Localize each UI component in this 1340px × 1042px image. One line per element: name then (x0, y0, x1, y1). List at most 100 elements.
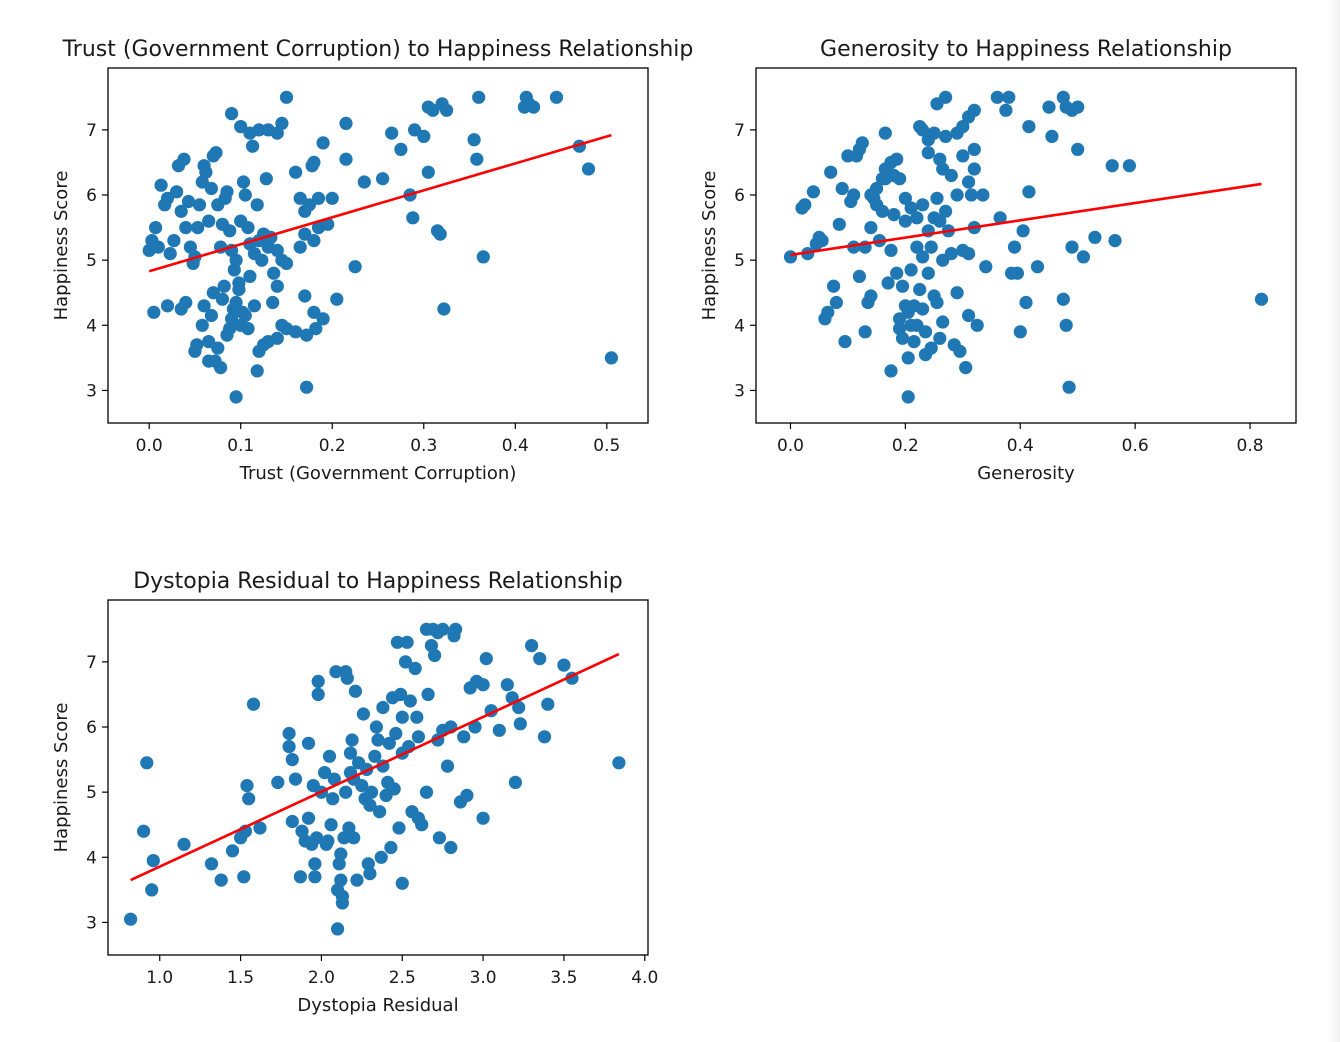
data-point (202, 354, 216, 368)
data-point (146, 854, 160, 868)
data-point (390, 635, 404, 649)
y-tick-label: 5 (86, 783, 97, 803)
data-point (246, 139, 260, 153)
data-point (476, 811, 490, 825)
data-point (939, 129, 953, 143)
data-point (415, 818, 429, 832)
data-point (229, 253, 243, 267)
x-tick-label: 0.1 (227, 436, 254, 456)
y-tick-label: 7 (86, 653, 97, 673)
data-point (214, 361, 228, 375)
data-point (234, 120, 248, 134)
data-point (300, 380, 314, 394)
axes-frame (755, 67, 1297, 424)
data-point (307, 305, 321, 319)
data-point (612, 756, 626, 770)
data-point (347, 831, 361, 845)
y-tick-label: 7 (734, 121, 745, 141)
data-point (289, 325, 303, 339)
trust-happiness-subplot: Trust (Government Corruption) to Happine… (51, 37, 693, 484)
data-point (301, 811, 316, 825)
data-point (884, 364, 898, 378)
data-point (527, 100, 541, 114)
data-point (1019, 295, 1033, 310)
data-point (858, 325, 872, 339)
data-point (492, 723, 506, 737)
chart-title: Trust (Government Corruption) to Happine… (62, 37, 694, 62)
data-point (950, 286, 964, 300)
y-tick-label: 6 (86, 186, 97, 206)
data-point (339, 116, 353, 130)
data-point (382, 736, 396, 750)
data-point (285, 753, 299, 767)
data-point (832, 217, 846, 231)
data-point (395, 710, 409, 724)
data-point (364, 785, 379, 799)
data-point (821, 305, 835, 319)
data-point (371, 733, 385, 747)
data-point (229, 295, 243, 310)
data-point (557, 658, 571, 672)
data-point (962, 247, 976, 261)
data-point (293, 191, 307, 205)
data-point (250, 364, 264, 378)
data-point (385, 126, 399, 140)
data-point (956, 120, 970, 134)
data-point (411, 730, 425, 744)
data-point (1013, 325, 1027, 339)
regression-line (130, 652, 620, 882)
data-point (311, 221, 326, 235)
data-point (403, 694, 417, 708)
data-point (392, 821, 406, 835)
data-point (357, 175, 371, 189)
data-point (140, 756, 154, 770)
data-point (924, 240, 938, 254)
data-point (864, 221, 878, 235)
data-point (282, 726, 296, 741)
data-point (930, 295, 944, 310)
x-tick-label: 2.0 (308, 968, 335, 988)
data-point (327, 772, 341, 786)
data-point (962, 308, 976, 323)
data-point (901, 390, 915, 404)
data-point (369, 720, 383, 734)
data-point (508, 775, 522, 790)
data-point (266, 295, 280, 310)
data-point (1059, 318, 1073, 332)
data-point (289, 165, 303, 179)
data-point (179, 295, 193, 310)
data-point (376, 172, 390, 186)
data-point (270, 243, 284, 257)
x-tick-label: 0.2 (319, 436, 346, 456)
data-point (311, 191, 326, 205)
data-point (267, 266, 281, 280)
data-point (339, 785, 353, 799)
y-tick-label: 3 (86, 381, 97, 401)
data-point (967, 162, 981, 176)
data-point (1062, 380, 1076, 394)
data-point (282, 740, 296, 754)
data-point (921, 266, 935, 280)
data-point (253, 821, 267, 835)
data-point (944, 247, 958, 261)
data-point (334, 847, 348, 861)
data-point (398, 655, 413, 669)
x-tick-label: 0.2 (892, 436, 919, 456)
data-point (275, 116, 289, 130)
data-point (479, 652, 493, 666)
data-point (895, 331, 910, 345)
data-point (204, 857, 219, 871)
data-point (300, 328, 314, 342)
data-point (449, 622, 463, 636)
y-axis-label: Happiness Score (51, 703, 72, 853)
data-point (373, 805, 387, 819)
data-point (154, 178, 168, 192)
data-point (513, 717, 527, 731)
data-point (225, 107, 239, 121)
data-point (147, 305, 161, 319)
data-point (944, 168, 958, 183)
data-point (927, 126, 941, 140)
data-point (864, 289, 878, 303)
data-point (308, 870, 322, 884)
data-point (460, 788, 474, 803)
